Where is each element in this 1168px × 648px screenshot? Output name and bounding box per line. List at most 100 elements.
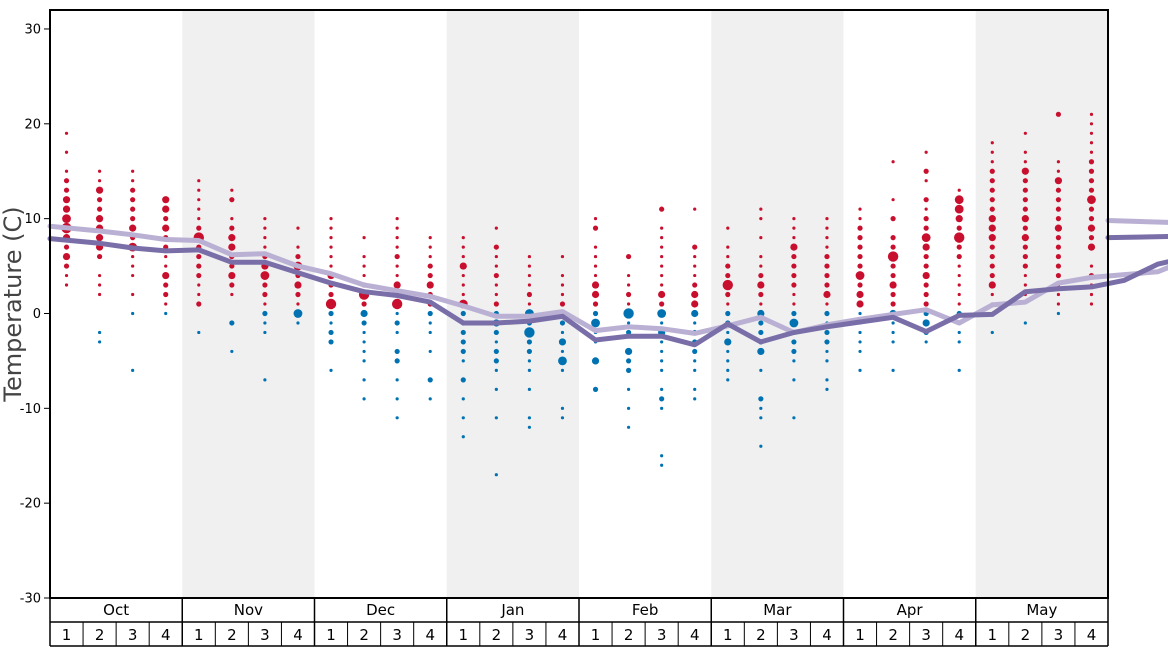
point-slot18-t3 [626, 283, 631, 287]
point-slot31-t4 [1055, 272, 1062, 279]
point-slot19-t8 [660, 236, 664, 240]
point-slot11-t4 [395, 273, 399, 278]
y-axis: -30 -20 -10 0 10 20 30 [20, 22, 50, 607]
week-label-oct-1: 1 [62, 626, 72, 644]
point-slot1-t11 [62, 205, 71, 213]
point-slot24-t8 [825, 236, 829, 240]
point-slot8-t6 [295, 253, 301, 260]
week-label-jan-4: 4 [558, 626, 568, 644]
point-slot21-t1 [726, 302, 730, 306]
point-slot4-t1 [164, 302, 168, 306]
y-tick-label-30: 30 [24, 22, 41, 37]
point-slot26-t16 [891, 160, 895, 164]
point-slot23-t-4 [791, 348, 797, 355]
week-label-feb-2: 2 [624, 626, 634, 644]
average-lines [47, 218, 1168, 348]
point-slot11-t5 [395, 264, 399, 268]
point-slot25-t-4 [858, 349, 862, 354]
point-slot14-t-2 [493, 329, 499, 336]
point-slot32-t14 [1088, 178, 1095, 184]
point-slot25-t3 [857, 282, 863, 288]
point-slot17-t-8 [592, 386, 599, 392]
point-slot25-t9 [857, 225, 863, 231]
point-slot30-t16 [1023, 160, 1027, 164]
point-slot7-t7 [263, 245, 267, 249]
point-slot5-t3 [197, 283, 201, 287]
point-slot18-t-1 [626, 321, 631, 325]
point-slot27-t14 [924, 179, 928, 183]
point-slot32-t8 [1088, 235, 1095, 241]
point-slot6-t3 [229, 282, 235, 288]
point-slot16-t3 [560, 283, 565, 287]
point-slot21-t-2 [726, 330, 730, 335]
point-slot6-t9 [229, 225, 235, 231]
point-slot24-t-2 [824, 329, 830, 336]
point-slot12-t-4 [428, 349, 432, 354]
point-slot32-t1 [1089, 302, 1094, 306]
point-slot29-t4 [989, 272, 995, 279]
point-slot31-t9 [1054, 224, 1063, 232]
point-slot14-t7 [493, 244, 499, 250]
point-slot19-t2 [658, 290, 666, 299]
point-slot1-t17 [64, 150, 69, 154]
point-slot3-t-6 [131, 368, 135, 372]
point-slot26-t10 [890, 216, 896, 222]
point-slot22-t-6 [759, 368, 763, 372]
point-slot9-t7 [329, 245, 333, 249]
point-slot22-t5 [759, 264, 763, 268]
week-label-feb-1: 1 [591, 626, 601, 644]
point-slot22-t10 [759, 217, 763, 221]
point-slot26-t-3 [891, 340, 895, 344]
point-slot9-t2 [328, 291, 334, 298]
point-slot13-t7 [461, 245, 465, 249]
point-slot3-t6 [131, 254, 135, 259]
point-slot13-t-11 [461, 416, 465, 420]
month-label-apr: Apr [897, 601, 924, 619]
point-slot30-t13 [1022, 187, 1028, 193]
point-slot2-t12 [96, 197, 103, 203]
point-slot18-t-12 [626, 425, 631, 429]
point-slot29-t13 [989, 187, 995, 193]
point-slot15-t-8 [527, 387, 532, 391]
point-slot28-t9 [956, 225, 962, 231]
point-slot18-t6 [625, 253, 632, 260]
point-slot22-t-2 [758, 329, 764, 336]
month-label-feb: Feb [632, 601, 659, 619]
point-slot17-t3 [591, 281, 600, 289]
week-label-mar-4: 4 [822, 626, 832, 644]
point-slot26-t4 [890, 272, 896, 279]
point-slot22-t1 [759, 302, 763, 306]
point-slot19-t-1 [660, 321, 664, 325]
point-slot8-t2 [295, 291, 301, 298]
point-slot6-t2 [230, 292, 234, 297]
point-slot32-t15 [1088, 168, 1095, 174]
point-slot28-t13 [957, 188, 961, 192]
point-slot7-t-7 [263, 378, 267, 382]
point-slot1-t7 [63, 244, 70, 250]
point-slot10-t-3 [362, 340, 366, 344]
point-slot31-t12 [1055, 197, 1062, 203]
point-slot1-t14 [63, 178, 70, 184]
point-slot9-t0 [328, 310, 334, 317]
point-slot9-t1 [325, 298, 337, 310]
point-slot4-t9 [162, 224, 170, 232]
point-slot2-t3 [97, 283, 102, 287]
point-slot6-t10 [230, 217, 234, 221]
point-slot11-t1 [391, 298, 403, 310]
point-slot5-t1 [196, 301, 202, 307]
point-slot15-t-6 [527, 368, 532, 372]
point-slot7-t-2 [263, 330, 267, 335]
point-slot11-t3 [393, 281, 401, 289]
point-slot14-t-17 [494, 473, 498, 477]
point-slot18-t-8 [626, 387, 631, 391]
week-label-apr-4: 4 [954, 626, 964, 644]
y-axis-title: Temperature (C) [0, 206, 27, 402]
point-slot31-t10 [1055, 216, 1062, 222]
point-slot11-t-7 [395, 378, 399, 382]
point-slot17-t-5 [591, 357, 600, 365]
point-slot12-t6 [428, 254, 432, 259]
point-slot22-t-10 [759, 406, 763, 410]
week-label-feb-3: 3 [657, 626, 667, 644]
point-slot19-t7 [660, 245, 664, 249]
point-slot21-t-5 [726, 359, 730, 363]
